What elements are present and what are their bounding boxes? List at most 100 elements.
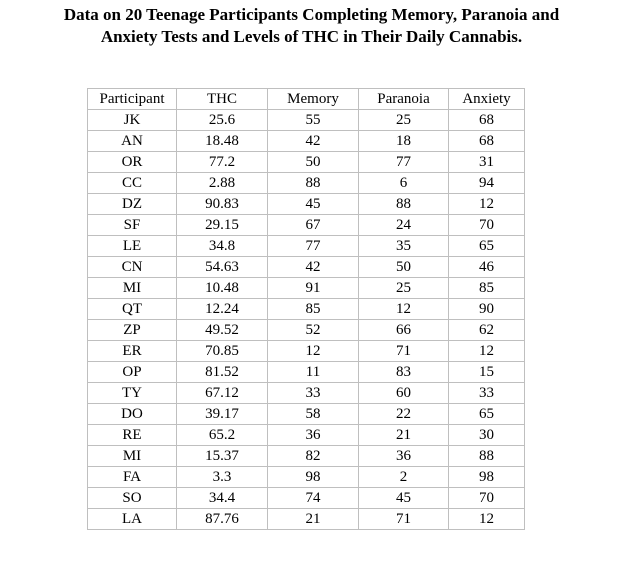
table-cell: 71 xyxy=(358,340,449,362)
table-cell: QT xyxy=(87,298,177,320)
table-cell: FA xyxy=(87,466,177,488)
table-cell: 52 xyxy=(267,319,359,341)
table-cell: CC xyxy=(87,172,177,194)
table-cell: 15 xyxy=(448,361,525,383)
table-cell: 11 xyxy=(267,361,359,383)
table-cell: 81.52 xyxy=(176,361,268,383)
table-cell: 34.4 xyxy=(176,487,268,509)
table-cell: 60 xyxy=(358,382,449,404)
data-table: Participant THC Memory Paranoia Anxiety JK 25… xyxy=(87,88,525,530)
table-cell: 12 xyxy=(358,298,449,320)
table-cell: 2.88 xyxy=(176,172,268,194)
table-row: OP 81.52 11 83 15 xyxy=(87,361,525,383)
table-cell: 21 xyxy=(358,424,449,446)
table-cell: 68 xyxy=(448,109,525,131)
table-cell: 66 xyxy=(358,319,449,341)
table-cell: 6 xyxy=(358,172,449,194)
table-cell: 77 xyxy=(358,151,449,173)
table-row: MI 15.37 82 36 88 xyxy=(87,445,525,467)
table-cell: 94 xyxy=(448,172,525,194)
table-cell: 33 xyxy=(448,382,525,404)
table-row: SO 34.4 74 45 70 xyxy=(87,487,525,509)
table-row: OR 77.2 50 77 31 xyxy=(87,151,525,173)
table-cell: ER xyxy=(87,340,177,362)
column-header: Memory xyxy=(267,88,359,110)
table-cell: 49.52 xyxy=(176,319,268,341)
table-cell: 65 xyxy=(448,235,525,257)
table-cell: 18 xyxy=(358,130,449,152)
table-row: FA 3.3 98 2 98 xyxy=(87,466,525,488)
table-cell: 67 xyxy=(267,214,359,236)
table-cell: 77 xyxy=(267,235,359,257)
table-cell: 12 xyxy=(267,340,359,362)
table-cell: 67.12 xyxy=(176,382,268,404)
table-cell: 12.24 xyxy=(176,298,268,320)
table-cell: 70.85 xyxy=(176,340,268,362)
table-cell: AN xyxy=(87,130,177,152)
table-cell: 3.3 xyxy=(176,466,268,488)
table-cell: 21 xyxy=(267,508,359,530)
table-cell: 45 xyxy=(267,193,359,215)
table-cell: 22 xyxy=(358,403,449,425)
title-line-1: Data on 20 Teenage Participants Completi… xyxy=(63,5,560,24)
table-cell: 70 xyxy=(448,487,525,509)
table-cell: 12 xyxy=(448,193,525,215)
table-row: ER 70.85 12 71 12 xyxy=(87,340,525,362)
table-cell: 10.48 xyxy=(176,277,268,299)
table-cell: 12 xyxy=(448,340,525,362)
table-row: RE 65.2 36 21 30 xyxy=(87,424,525,446)
table-cell: 36 xyxy=(267,424,359,446)
table-cell: 88 xyxy=(358,193,449,215)
table-row: DO 39.17 58 22 65 xyxy=(87,403,525,425)
table-cell: 62 xyxy=(448,319,525,341)
table-cell: MI xyxy=(87,277,177,299)
table-cell: 88 xyxy=(267,172,359,194)
table-cell: 24 xyxy=(358,214,449,236)
table-row: DZ 90.83 45 88 12 xyxy=(87,193,525,215)
column-header: Paranoia xyxy=(358,88,449,110)
table-cell: 25 xyxy=(358,277,449,299)
table-cell: 33 xyxy=(267,382,359,404)
table-row: LE 34.8 77 35 65 xyxy=(87,235,525,257)
table-cell: JK xyxy=(87,109,177,131)
table-cell: 25.6 xyxy=(176,109,268,131)
table-cell: 90.83 xyxy=(176,193,268,215)
table-row: AN 18.48 42 18 68 xyxy=(87,130,525,152)
table-cell: 42 xyxy=(267,256,359,278)
table-cell: 77.2 xyxy=(176,151,268,173)
table-cell: 30 xyxy=(448,424,525,446)
table-cell: 74 xyxy=(267,487,359,509)
column-header: Participant xyxy=(87,88,177,110)
table-cell: 55 xyxy=(267,109,359,131)
table-cell: 82 xyxy=(267,445,359,467)
table-cell: 50 xyxy=(358,256,449,278)
table-cell: 88 xyxy=(448,445,525,467)
table-cell: DZ xyxy=(87,193,177,215)
table-cell: 58 xyxy=(267,403,359,425)
table-row: ZP 49.52 52 66 62 xyxy=(87,319,525,341)
table-row: SF 29.15 67 24 70 xyxy=(87,214,525,236)
table-cell: 50 xyxy=(267,151,359,173)
table-row: MI 10.48 91 25 85 xyxy=(87,277,525,299)
table-cell: 71 xyxy=(358,508,449,530)
table-cell: 39.17 xyxy=(176,403,268,425)
table-cell: 25 xyxy=(358,109,449,131)
table-cell: OR xyxy=(87,151,177,173)
table-cell: 83 xyxy=(358,361,449,383)
table-cell: LE xyxy=(87,235,177,257)
table-cell: SO xyxy=(87,487,177,509)
table-cell: 45 xyxy=(358,487,449,509)
table-cell: 98 xyxy=(448,466,525,488)
table-row: TY 67.12 33 60 33 xyxy=(87,382,525,404)
table-body: JK 25.6 55 25 68 AN 18.48 42 18 68 OR 77.2 50 77 31 CC 2… xyxy=(87,109,525,530)
table-cell: 65 xyxy=(448,403,525,425)
table-cell: 85 xyxy=(448,277,525,299)
table-cell: ZP xyxy=(87,319,177,341)
table-cell: TY xyxy=(87,382,177,404)
column-header: THC xyxy=(176,88,268,110)
table-cell: 98 xyxy=(267,466,359,488)
table-cell: 29.15 xyxy=(176,214,268,236)
table-cell: 15.37 xyxy=(176,445,268,467)
table-cell: 34.8 xyxy=(176,235,268,257)
table-cell: 18.48 xyxy=(176,130,268,152)
